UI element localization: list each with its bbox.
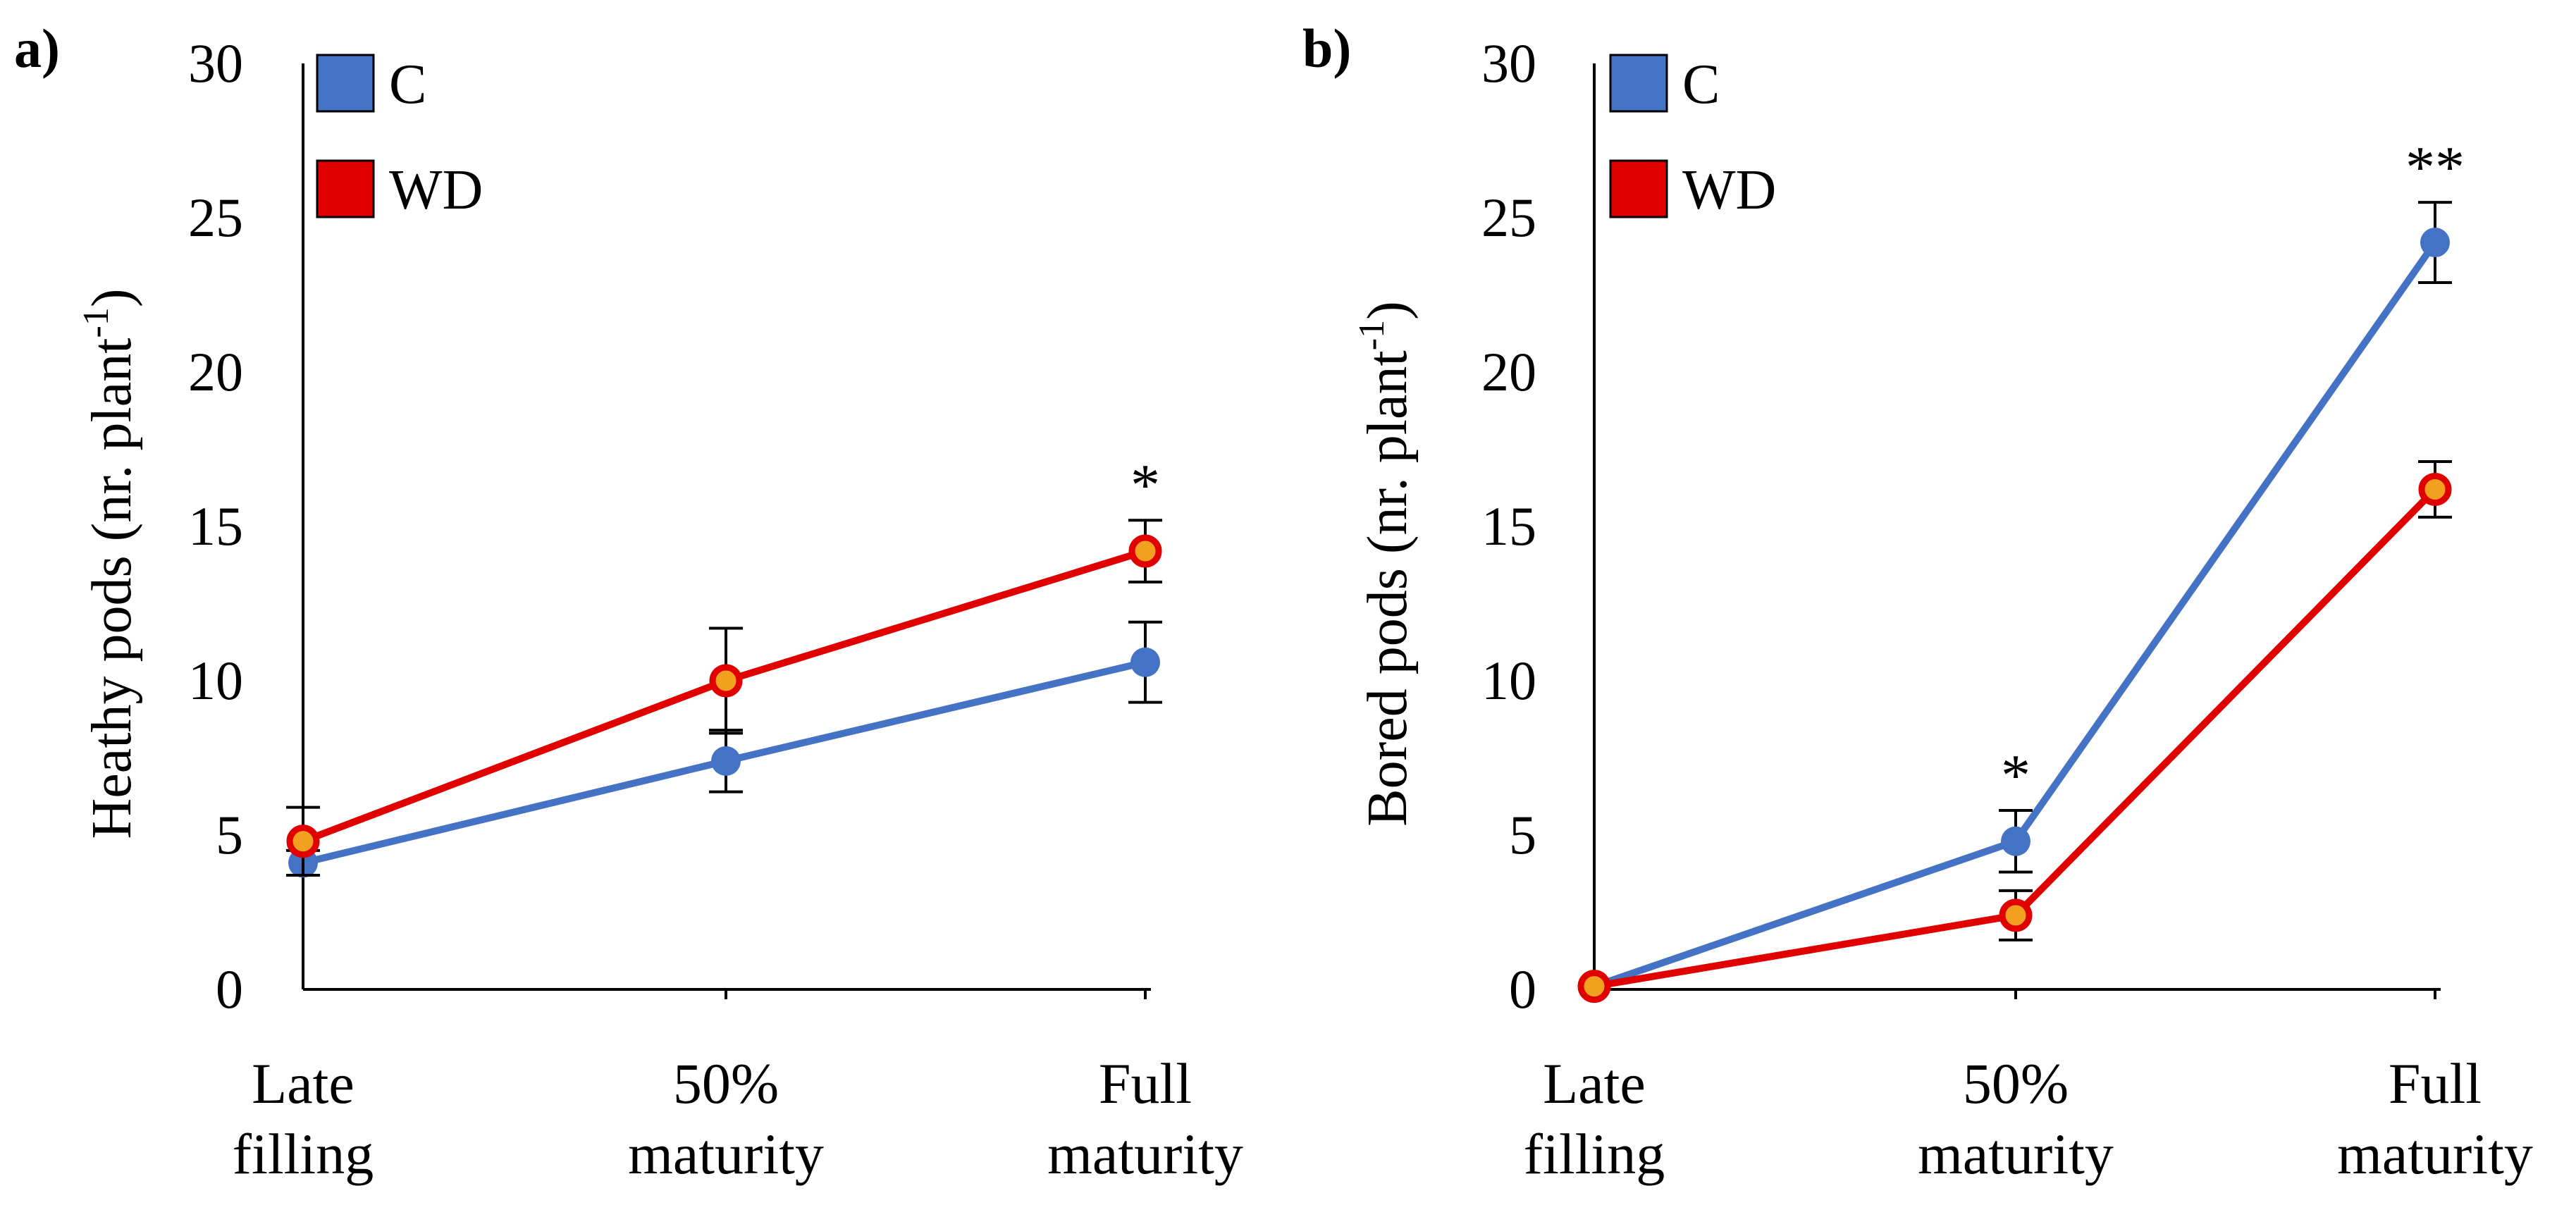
panel-b-legend-swatch-wd (1609, 159, 1668, 218)
panel-b-y-tick-label: 10 (1481, 650, 1536, 711)
panel-a-y-tick-label: 30 (188, 32, 243, 94)
panel-a-y-axis-label: Heathy pods (nr. plant-1) (76, 289, 143, 839)
panel-a-chart: a) Heathy pods (nr. plant-1) 0 5 10 15 20 25 3… (14, 18, 1243, 1186)
panel-a-plot-area: * (286, 452, 1162, 878)
panel-b-x-category-label: filling (1524, 1122, 1665, 1186)
panel-a-y-tick-label: 5 (216, 804, 243, 865)
panel-a-label: a) (14, 18, 60, 79)
panel-b-data-point-wd (1999, 898, 2033, 932)
panel-a-y-ticks: 0 5 10 15 20 25 30 (188, 32, 243, 1020)
panel-b-label: b) (1302, 18, 1351, 79)
panel-b-data-point-wd (2418, 472, 2452, 506)
panel-a-data-point-wd (286, 825, 320, 858)
panel-a-x-category-label: 50% (673, 1051, 779, 1116)
panel-a-legend-label-wd: WD (389, 159, 483, 221)
panel-b-x-category-label: 50% (1963, 1051, 2069, 1116)
panel-a-y-tick-label: 15 (188, 495, 243, 557)
panel-b-legend-swatch-c (1609, 54, 1668, 113)
panel-b-y-tick-label: 15 (1481, 495, 1536, 557)
panel-a-legend: C WD (316, 54, 483, 221)
panel-b-legend-label-wd: WD (1682, 159, 1776, 221)
panel-b-y-ticks: 0 5 10 15 20 25 30 (1481, 32, 1536, 1020)
panel-b-data-point-wd (1577, 970, 1611, 1003)
panel-a-significance-label: * (1130, 452, 1160, 518)
panel-a-y-tick-label: 20 (188, 341, 243, 402)
panel-b-y-tick-label: 25 (1481, 187, 1536, 248)
panel-b-x-category-label: maturity (2337, 1122, 2533, 1186)
panel-b-y-tick-label: 30 (1481, 32, 1536, 94)
panel-b-y-tick-label: 5 (1509, 804, 1536, 865)
panel-a-legend-label-c: C (389, 54, 426, 116)
panel-a-data-point-wd (709, 664, 743, 698)
panel-b-significance-label: ** (2405, 135, 2465, 200)
panel-b-plot-area: *** (1577, 135, 2465, 1003)
panel-a-x-category-label: Late (252, 1051, 355, 1116)
panel-b-legend-label-c: C (1682, 54, 1720, 116)
panel-a-y-tick-label: 25 (188, 187, 243, 248)
panel-b-legend: C WD (1609, 54, 1776, 221)
panel-b-chart: b) Bored pods (nr. plant-1) 0 5 10 15 20 25 30… (1302, 18, 2533, 1186)
panel-a-data-point-c (711, 746, 741, 776)
panel-a-x-category-label: Full (1099, 1051, 1192, 1116)
panel-b-significance-label: * (2001, 743, 2030, 808)
panel-a-x-category-label: maturity (628, 1122, 824, 1186)
panel-a-data-point-wd (1128, 534, 1162, 568)
panel-a-legend-swatch-c (316, 54, 375, 113)
panel-b-x-category-label: Full (2389, 1051, 2482, 1116)
panel-b-axes (1593, 63, 2441, 999)
panel-b-data-point-c (2420, 228, 2450, 258)
panel-a-legend-swatch-wd (316, 159, 375, 218)
panel-b-data-point-c (2001, 826, 2030, 856)
panel-a-y-tick-label: 0 (216, 958, 243, 1020)
panel-a-x-category-label: maturity (1047, 1122, 1243, 1186)
panel-b-y-axis-label: Bored pods (nr. plant-1) (1352, 301, 1419, 826)
panel-a-x-category-label: filling (233, 1122, 374, 1186)
panel-b-x-category-label: Late (1543, 1051, 1646, 1116)
panel-a-y-tick-label: 10 (188, 650, 243, 711)
panel-b-x-category-label: maturity (1918, 1122, 2114, 1186)
panel-b-y-tick-label: 20 (1481, 341, 1536, 402)
panel-a-data-point-c (1130, 647, 1160, 677)
panel-b-y-tick-label: 0 (1509, 958, 1536, 1020)
